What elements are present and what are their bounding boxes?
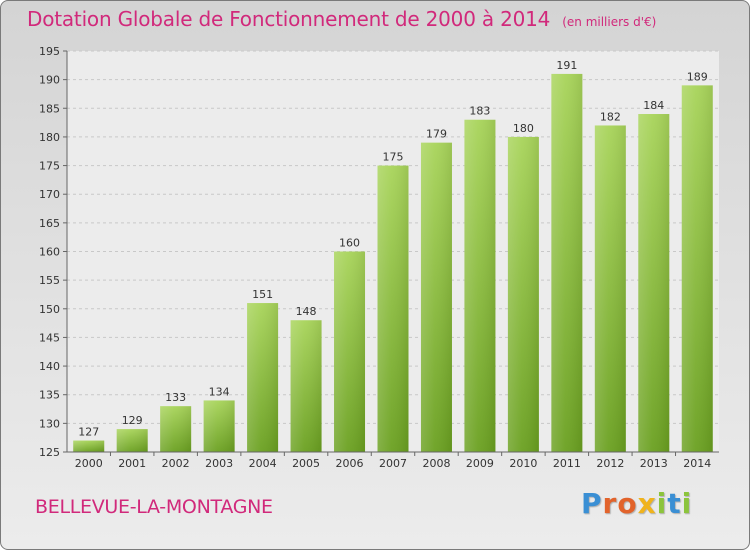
y-tick-label: 175 [39, 160, 60, 173]
x-axis-ticks: 2000 2001 2002 2003 2004 2005 2006 2007 2008 2009… [75, 452, 711, 470]
bar-shine [420, 142, 452, 452]
y-tick-label: 145 [39, 331, 60, 344]
x-tick-label: 2007 [379, 457, 407, 470]
bar-value-label: 134 [209, 385, 230, 398]
y-axis-ticks: 125 130 135 140 145 150 155 160 165 170 175 180 185 1… [39, 45, 67, 459]
logo-letter: i [656, 487, 668, 520]
x-tick-label: 2000 [75, 457, 103, 470]
logo-letter: r [602, 487, 618, 520]
y-tick-label: 135 [39, 389, 60, 402]
logo-letter: x [637, 487, 657, 520]
bar-shine [247, 303, 279, 452]
y-tick-label: 170 [39, 188, 60, 201]
x-tick-label: 2003 [205, 457, 233, 470]
chart-unit-note: (en milliers d'€) [562, 15, 657, 29]
bar-value-label: 160 [339, 237, 360, 250]
y-tick-label: 140 [39, 360, 60, 373]
y-tick-label: 125 [39, 446, 60, 459]
y-tick-label: 195 [39, 45, 60, 58]
bar-value-label: 180 [513, 122, 534, 135]
bar-value-label: 127 [78, 426, 99, 439]
bar-shine [160, 406, 192, 452]
bar-shine [594, 125, 626, 452]
bar-value-label: 151 [252, 288, 273, 301]
x-tick-label: 2012 [596, 457, 624, 470]
chart-title: Dotation Globale de Fonctionnement de 20… [27, 7, 656, 31]
y-tick-label: 185 [39, 102, 60, 115]
bar-shine [681, 85, 713, 452]
bar-shine [290, 320, 322, 452]
logo-letter: o [617, 487, 638, 520]
x-tick-label: 2009 [466, 457, 494, 470]
bar-shine [551, 73, 583, 453]
bar-shine [638, 114, 670, 452]
bar-value-label: 183 [469, 105, 490, 118]
bar-shine [507, 136, 539, 452]
bar-value-label: 182 [600, 110, 621, 123]
x-tick-label: 2004 [249, 457, 277, 470]
bar-value-label: 184 [643, 99, 664, 112]
x-tick-label: 2008 [422, 457, 450, 470]
y-tick-label: 150 [39, 303, 60, 316]
y-tick-label: 165 [39, 217, 60, 230]
bar-shine [203, 400, 235, 452]
y-tick-label: 190 [39, 74, 60, 87]
axes [66, 51, 719, 453]
bar-value-label: 148 [296, 305, 317, 318]
bar-value-label: 191 [556, 59, 577, 72]
bar-shine [116, 429, 148, 452]
bars: 127 129 133 134 151 148 160 175 179 183 180 191 182 1… [73, 59, 713, 453]
bar-shine [334, 251, 366, 452]
y-tick-label: 155 [39, 274, 60, 287]
y-tick-label: 160 [39, 246, 60, 259]
chart-title-text: Dotation Globale de Fonctionnement de 20… [27, 7, 551, 31]
bar-value-label: 179 [426, 128, 447, 141]
bar-value-label: 189 [687, 70, 708, 83]
bar-shine [464, 119, 496, 452]
y-tick-label: 180 [39, 131, 60, 144]
bar-shine [73, 440, 105, 452]
y-tick-label: 130 [39, 417, 60, 430]
logo-letter: t [667, 487, 682, 520]
logo-letter: P [581, 487, 603, 520]
x-tick-label: 2001 [118, 457, 146, 470]
x-tick-label: 2006 [336, 457, 364, 470]
bar-value-label: 129 [122, 414, 143, 427]
proxiti-logo: Proxiti [581, 487, 692, 520]
x-tick-label: 2011 [553, 457, 581, 470]
x-tick-label: 2014 [683, 457, 711, 470]
logo-letter: i [681, 487, 693, 520]
bar-value-label: 133 [165, 391, 186, 404]
x-tick-label: 2010 [509, 457, 537, 470]
location-name: BELLEVUE-LA-MONTAGNE [35, 496, 273, 518]
x-tick-label: 2005 [292, 457, 320, 470]
bar-shine [377, 165, 409, 453]
x-tick-label: 2002 [162, 457, 190, 470]
x-tick-label: 2013 [640, 457, 668, 470]
bar-value-label: 175 [383, 151, 404, 164]
